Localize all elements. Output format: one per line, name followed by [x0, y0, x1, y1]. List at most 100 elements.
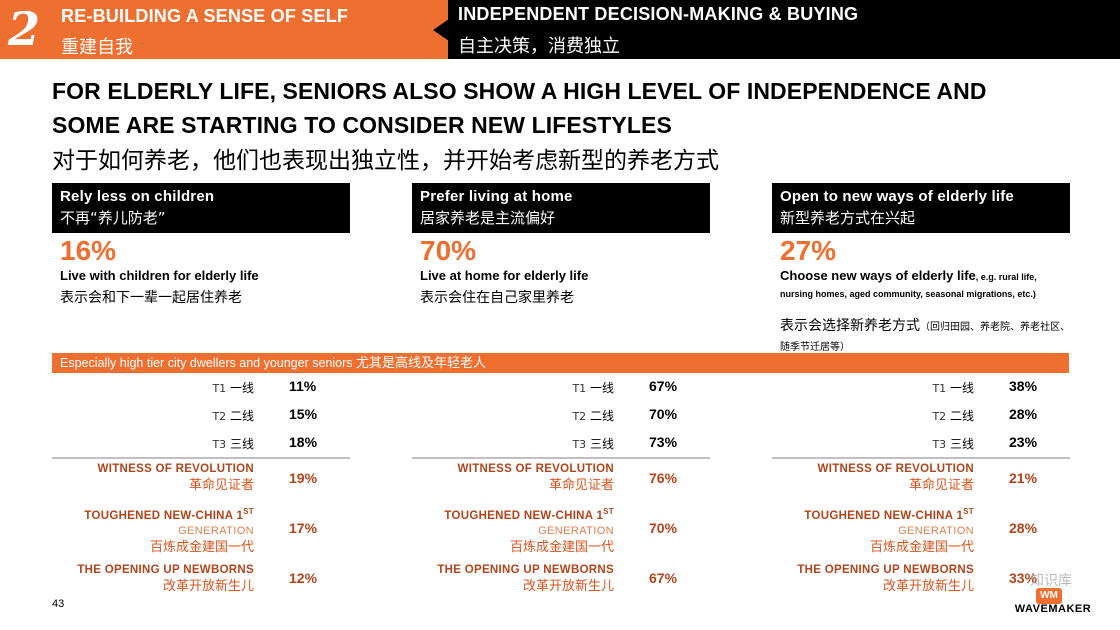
- column-rely-less-on-children: Rely less on children 不再“养儿防老” 16% Live …: [52, 183, 350, 603]
- section-title-en: RE-BUILDING A SENSE OF SELF: [61, 6, 349, 26]
- logo-wordmark: WAVEMAKER: [1014, 603, 1092, 615]
- tier-label: T3 三线: [212, 437, 254, 451]
- column-header: Rely less on children 不再“养儿防老”: [52, 183, 350, 233]
- generation-label-cn: 革命见证者: [548, 478, 614, 493]
- generation-value: 17%: [289, 520, 318, 536]
- watermark: 知识库: [1030, 573, 1072, 589]
- subsection-title-cn: 自主决策，消费独立: [458, 36, 620, 57]
- tier-label: T1 一线: [572, 381, 614, 395]
- column-header-en: Open to new ways of elderly life: [780, 188, 1014, 205]
- headline-percent: 70%: [420, 235, 477, 266]
- tier-value: 11%: [289, 378, 317, 394]
- tier-value: 70%: [649, 406, 678, 422]
- tier-row-t2: T2 二线 28%: [772, 404, 1070, 432]
- generation-value: 21%: [1009, 470, 1038, 486]
- divider: [412, 457, 710, 459]
- headline-description-en: Live with children for elderly life: [60, 268, 350, 284]
- generation-label-cn: 改革开放新生儿: [162, 579, 254, 594]
- tier-value: 18%: [289, 434, 318, 450]
- section-title-cn: 重建自我: [61, 37, 133, 58]
- tier-row-t3: T3 三线 18%: [52, 432, 350, 460]
- generation-label-cn: 革命见证者: [188, 478, 254, 493]
- subsection-title-en: INDEPENDENT DECISION-MAKING & BUYING: [458, 4, 859, 24]
- generation-label-en: TOUGHENED NEW-CHINA 1ST: [84, 507, 254, 522]
- headline-description-en: Live at home for elderly life: [420, 268, 710, 284]
- generation-label-en: THE OPENING UP NEWBORNS: [797, 564, 974, 576]
- tier-value: 15%: [289, 406, 318, 422]
- generation-value: 67%: [649, 570, 678, 586]
- tier-value: 73%: [649, 434, 678, 450]
- generation-label-en: TOUGHENED NEW-CHINA 1ST: [804, 507, 974, 522]
- tier-row-t1: T1 一线 67%: [412, 376, 710, 404]
- generation-value: 33%: [1009, 570, 1038, 586]
- headline-description-en: Choose new ways of elderly life, e.g. ru…: [780, 268, 1070, 302]
- wavemaker-logo: WM WAVEMAKER: [1010, 588, 1096, 620]
- generation-label-en: THE OPENING UP NEWBORNS: [77, 564, 254, 576]
- header-arrow-icon: [433, 19, 449, 41]
- column-header-cn: 不再“养儿防老”: [60, 209, 166, 227]
- generation-label-en-2: GENERATION: [178, 524, 254, 537]
- divider: [772, 457, 1070, 459]
- generation-label-cn: 改革开放新生儿: [522, 579, 614, 594]
- generation-label-cn: 百炼成金建国一代: [869, 539, 974, 555]
- tier-label: T3 三线: [932, 437, 974, 451]
- generation-label-en-2: GENERATION: [898, 524, 974, 537]
- generation-label-en: WITNESS OF REVOLUTION: [97, 463, 254, 475]
- section-header-right: INDEPENDENT DECISION-MAKING & BUYING 自主决…: [448, 0, 1120, 59]
- description-cn-text: 表示会选择新养老方式: [780, 318, 920, 334]
- page-number: 43: [52, 598, 65, 610]
- generation-value: 28%: [1009, 520, 1038, 536]
- column-header-cn: 居家养老是主流偏好: [420, 209, 556, 227]
- headline-description-cn: 表示会和下一辈一起居住养老: [60, 288, 350, 308]
- divider: [52, 457, 350, 459]
- description-note: , e.g. rural life, nursing homes, aged c…: [780, 272, 1037, 299]
- tier-label: T2 二线: [932, 409, 974, 423]
- description-cn-text: 表示会和下一辈一起居住养老: [60, 290, 242, 306]
- segment-band-en: Especially high tier city dwellers and y…: [60, 356, 356, 370]
- generation-value: 12%: [289, 570, 318, 586]
- headline-percent: 16%: [60, 235, 117, 266]
- page-title-en: FOR ELDERLY LIFE, SENIORS ALSO SHOW A HI…: [52, 74, 1062, 142]
- tier-row-t2: T2 二线 15%: [52, 404, 350, 432]
- tier-row-t2: T2 二线 70%: [412, 404, 710, 432]
- tier-value: 67%: [649, 378, 678, 394]
- column-open-to-new-ways: Open to new ways of elderly life 新型养老方式在…: [772, 183, 1070, 603]
- generation-label-en: WITNESS OF REVOLUTION: [817, 463, 974, 475]
- column-header-en: Rely less on children: [60, 188, 215, 205]
- section-header-left: 2 RE-BUILDING A SENSE OF SELF 重建自我: [0, 0, 448, 59]
- generation-label-en: TOUGHENED NEW-CHINA 1ST: [444, 507, 614, 522]
- generation-label-cn: 百炼成金建国一代: [509, 539, 614, 555]
- description-cn-text: 表示会住在自己家里养老: [420, 290, 574, 306]
- logo-mark-icon: WM: [1036, 588, 1062, 604]
- tier-row-t3: T3 三线 73%: [412, 432, 710, 460]
- description-text: Live with children for elderly life: [60, 268, 259, 283]
- column-header-cn: 新型养老方式在兴起: [780, 209, 916, 227]
- generation-value: 19%: [289, 470, 318, 486]
- tier-breakdown: T1 一线 38% T2 二线 28% T3 三线 23%: [772, 376, 1070, 460]
- generation-label-en: THE OPENING UP NEWBORNS: [437, 564, 614, 576]
- description-cn-note: （回归田园、养老院、养老社区、随季节迁居等）: [780, 322, 1070, 353]
- tier-value: 38%: [1009, 378, 1038, 394]
- segment-band-cn: 尤其是高线及年轻老人: [355, 356, 486, 371]
- tier-label: T1 一线: [932, 381, 974, 395]
- headline-description-cn: 表示会选择新养老方式（回归田园、养老院、养老社区、随季节迁居等）: [780, 316, 1070, 356]
- segment-band: Especially high tier city dwellers and y…: [52, 353, 1069, 373]
- generation-label-cn: 百炼成金建国一代: [149, 539, 254, 555]
- page-title-line-1: FOR ELDERLY LIFE, SENIORS ALSO SHOW A HI…: [52, 78, 987, 104]
- tier-row-t1: T1 一线 11%: [52, 376, 350, 404]
- column-header: Prefer living at home 居家养老是主流偏好: [412, 183, 710, 233]
- generation-value: 70%: [649, 520, 678, 536]
- tier-row-t3: T3 三线 23%: [772, 432, 1070, 460]
- tier-value: 23%: [1009, 434, 1038, 450]
- headline-description-cn: 表示会住在自己家里养老: [420, 288, 710, 308]
- description-text: Live at home for elderly life: [420, 268, 589, 283]
- tier-breakdown: T1 一线 67% T2 二线 70% T3 三线 73%: [412, 376, 710, 460]
- column-header-en: Prefer living at home: [420, 188, 573, 205]
- tier-label: T2 二线: [212, 409, 254, 423]
- tier-label: T3 三线: [572, 437, 614, 451]
- tier-row-t1: T1 一线 38%: [772, 376, 1070, 404]
- tier-value: 28%: [1009, 406, 1038, 422]
- column-prefer-living-at-home: Prefer living at home 居家养老是主流偏好 70% Live…: [412, 183, 710, 603]
- generation-value: 76%: [649, 470, 678, 486]
- generation-label-cn: 革命见证者: [908, 478, 974, 493]
